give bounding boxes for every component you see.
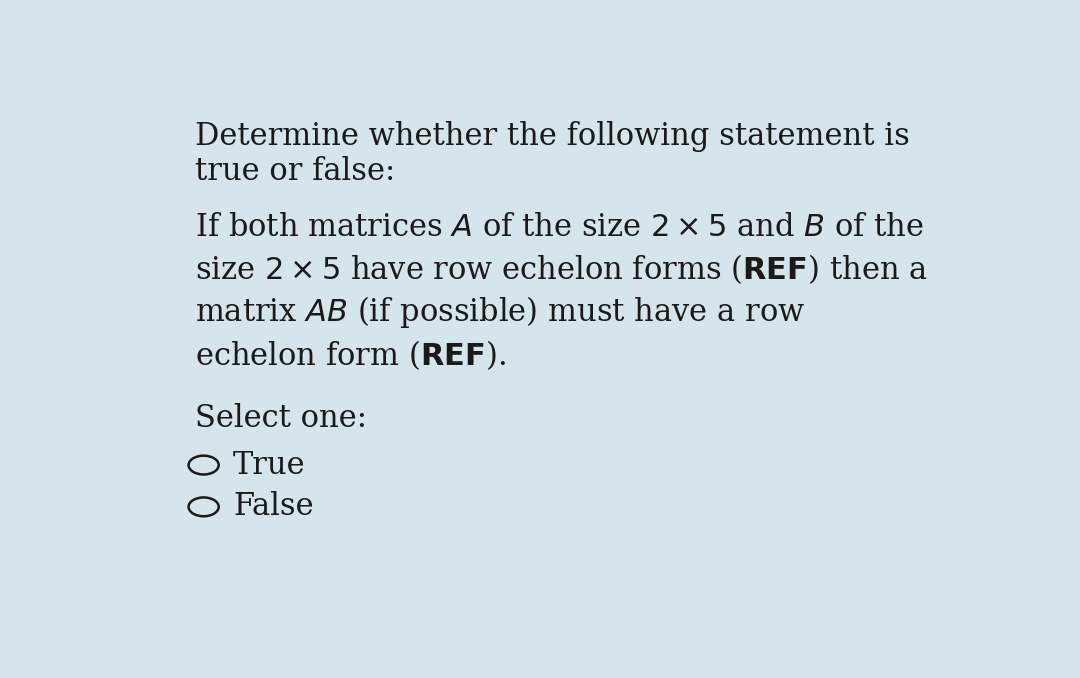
Text: True: True [233,450,306,481]
Text: Select one:: Select one: [195,403,367,434]
Text: False: False [233,492,313,522]
Text: matrix $\mathit{AB}$ (if possible) must have a row: matrix $\mathit{AB}$ (if possible) must … [195,294,806,330]
Text: size $2 \times 5$ have row echelon forms ($\mathbf{REF}$) then a: size $2 \times 5$ have row echelon forms… [195,252,928,286]
Text: If both matrices $\mathit{A}$ of the size $2 \times 5$ and $\mathit{B}$ of the: If both matrices $\mathit{A}$ of the siz… [195,212,924,243]
Text: echelon form ($\mathbf{REF}$).: echelon form ($\mathbf{REF}$). [195,338,507,372]
Text: Determine whether the following statement is: Determine whether the following statemen… [195,121,910,152]
Text: true or false:: true or false: [195,156,395,186]
